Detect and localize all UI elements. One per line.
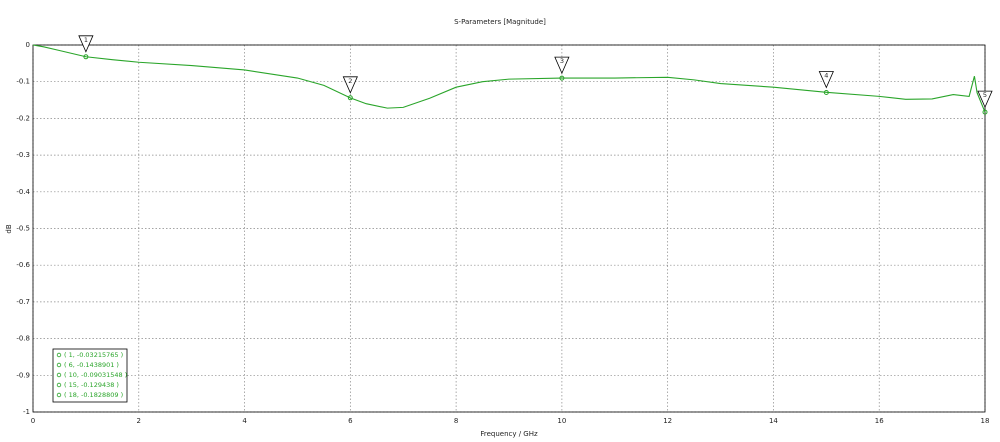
x-tick-label: 16: [875, 417, 884, 425]
x-tick-label: 2: [137, 417, 141, 425]
legend-entry: ( 18, -0.1828809 ): [64, 391, 123, 399]
marker-point: [83, 54, 89, 60]
marker-label: 2: [348, 77, 352, 85]
y-tick-label: -0.1: [16, 78, 30, 86]
legend-icon: [56, 372, 62, 378]
chart-title: S-Parameters [Magnitude]: [454, 18, 546, 26]
legend-icon: [56, 392, 62, 398]
marker-flag: [818, 71, 834, 89]
legend-entry: ( 15, -0.129438 ): [64, 381, 119, 389]
y-tick-label: -1: [23, 408, 30, 416]
x-axis-label: Frequency / GHz: [480, 430, 538, 438]
marker-label: 4: [824, 72, 828, 80]
x-tick-label: 8: [454, 417, 458, 425]
marker-label: 3: [560, 57, 564, 65]
legend-icon: [56, 382, 62, 388]
legend-icon: [56, 362, 62, 368]
legend-entry: ( 10, -0.09031548 ): [64, 371, 127, 379]
y-tick-label: -0.9: [16, 371, 30, 379]
x-tick-label: 14: [769, 417, 778, 425]
marker-point: [559, 75, 565, 81]
data-line: [32, 44, 986, 113]
y-tick-label: -0.8: [16, 335, 30, 343]
marker-flag: [342, 76, 358, 94]
y-tick-label: -0.6: [16, 261, 30, 269]
x-tick-label: 6: [348, 417, 353, 425]
marker-label: 5: [983, 91, 987, 99]
legend-icon: [56, 352, 62, 358]
y-axis-label: dB: [5, 224, 13, 233]
y-tick-label: -0.4: [16, 188, 30, 196]
x-tick-label: 18: [981, 417, 990, 425]
marker-flag: [977, 90, 993, 109]
y-tick-label: -0.3: [16, 151, 30, 159]
marker-point: [823, 90, 829, 96]
marker-label: 1: [84, 36, 88, 44]
legend-entry: ( 1, -0.03215765 ): [64, 351, 123, 359]
marker-legend-box: [52, 348, 128, 403]
x-tick-label: 10: [557, 417, 566, 425]
y-tick-label: -0.7: [16, 298, 30, 306]
x-tick-label: 0: [31, 417, 35, 425]
y-tick-label: -0.5: [16, 225, 30, 233]
x-tick-label: 12: [663, 417, 672, 425]
marker-flag: [78, 35, 94, 53]
marker-flag: [554, 56, 570, 75]
x-tick-label: 4: [242, 417, 247, 425]
y-tick-label: -0.2: [16, 114, 30, 122]
marker-point: [347, 95, 353, 101]
legend-entry: ( 6, -0.1438901 ): [64, 361, 119, 369]
y-tick-label: 0: [26, 41, 30, 49]
marker-point: [982, 109, 988, 115]
plot-frame: [32, 44, 986, 413]
